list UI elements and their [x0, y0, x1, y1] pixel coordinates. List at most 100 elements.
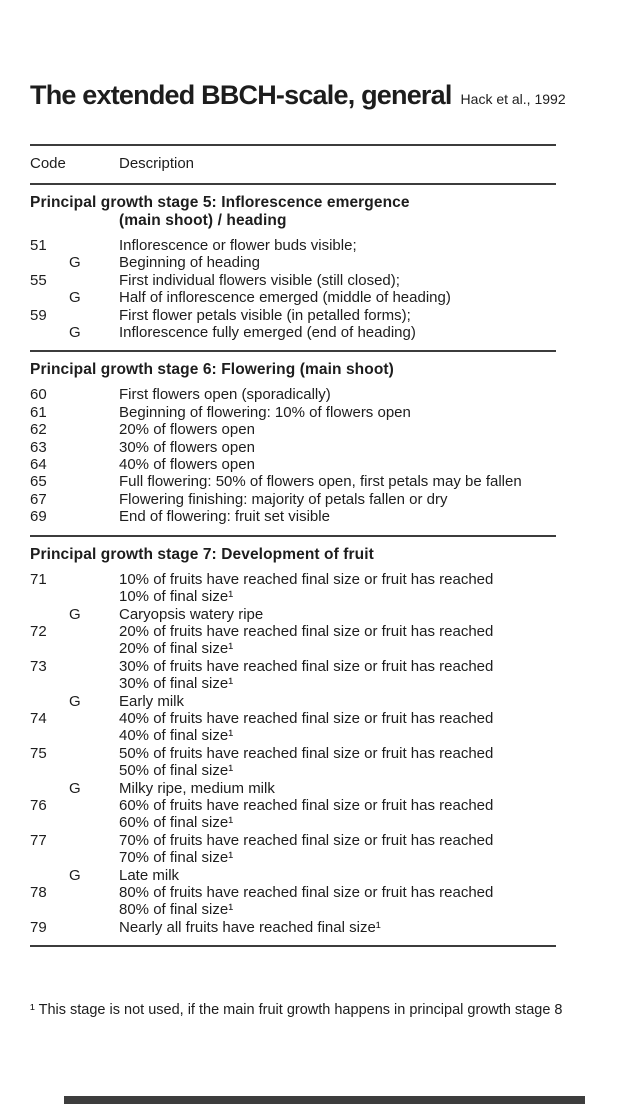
- column-header-description: Description: [119, 155, 195, 172]
- table-sections: Principal growth stage 5: Inflorescence …: [30, 185, 556, 948]
- row-code: 65: [30, 473, 47, 491]
- row-code: 55: [30, 271, 47, 289]
- row-stage-letter: [69, 439, 119, 456]
- row-code: 75: [30, 744, 47, 762]
- row-description: 70% of fruits have reached final size or…: [119, 831, 494, 867]
- row-description: First individual flowers visible (still …: [119, 271, 400, 289]
- row-stage-letter: [69, 386, 119, 403]
- table-row: 79 Nearly all fruits have reached final s…: [30, 919, 556, 936]
- row-code: 79: [30, 918, 47, 936]
- row-description: 40% of flowers open: [119, 456, 255, 474]
- row-code: 64: [30, 456, 47, 474]
- row-description: End of flowering: fruit set visible: [119, 508, 330, 526]
- row-description: Beginning of heading: [119, 254, 260, 272]
- row-stage-letter: [69, 272, 119, 289]
- table-row: 61 Beginning of flowering: 10% of flowers…: [30, 404, 556, 421]
- row-stage-letter: [69, 623, 119, 658]
- row-description: Half of inflorescence emerged (middle of…: [119, 289, 451, 307]
- row-code: [30, 780, 69, 797]
- row-code: 63: [30, 438, 47, 456]
- table-row: G Late milk: [30, 867, 556, 884]
- row-stage-letter: [69, 571, 119, 606]
- row-description: 50% of fruits have reached final size or…: [119, 744, 494, 780]
- row-code: 67: [30, 490, 47, 508]
- row-stage-letter: G: [69, 254, 81, 272]
- row-description: 80% of fruits have reached final size or…: [119, 884, 494, 919]
- table-row: 75 50% of fruits have reached final size …: [30, 745, 556, 780]
- table-row: 74 40% of fruits have reached final size …: [30, 710, 556, 745]
- page-content: The extended BBCH-scale, general Hack et…: [30, 0, 566, 1019]
- row-stage-letter: [69, 307, 119, 324]
- section-heading-line2: (main shoot) / heading: [119, 212, 287, 229]
- table-row: 64 40% of flowers open: [30, 456, 556, 473]
- table-section: Principal growth stage 7: Development of…: [30, 537, 556, 948]
- table-row: 62 20% of flowers open: [30, 421, 556, 438]
- row-description: Beginning of flowering: 10% of flowers o…: [119, 403, 411, 421]
- row-code: 78: [30, 884, 47, 901]
- row-description: Milky ripe, medium milk: [119, 779, 275, 797]
- section-rows: 71 10% of fruits have reached final size …: [30, 571, 556, 937]
- row-description: Inflorescence or flower buds visible;: [119, 237, 357, 254]
- table-row: 72 20% of fruits have reached final size …: [30, 623, 556, 658]
- row-description: Full flowering: 50% of flowers open, fir…: [119, 473, 522, 491]
- row-stage-letter: [69, 710, 119, 745]
- table-row: G Inflorescence fully emerged (end of hea…: [30, 324, 556, 341]
- row-stage-letter: G: [69, 866, 81, 884]
- row-stage-letter: [69, 797, 119, 832]
- row-description: 60% of fruits have reached final size or…: [119, 796, 494, 832]
- row-description: Late milk: [119, 866, 180, 884]
- row-stage-letter: G: [69, 605, 81, 623]
- row-code: [30, 867, 69, 884]
- table-row: 51 Inflorescence or flower buds visible;: [30, 237, 556, 254]
- row-stage-letter: [69, 491, 119, 508]
- row-code: 59: [30, 306, 47, 324]
- table-row: 69 End of flowering: fruit set visible: [30, 508, 556, 525]
- row-code: 61: [30, 403, 47, 421]
- row-stage-letter: [69, 745, 119, 780]
- row-description: 10% of fruits have reached final size or…: [119, 570, 494, 606]
- row-description: 30% of flowers open: [119, 438, 255, 456]
- row-stage-letter: [69, 832, 119, 867]
- row-description: 20% of fruits have reached final size or…: [119, 622, 494, 658]
- row-stage-letter: G: [69, 692, 81, 710]
- table-section: Principal growth stage 6: Flowering (mai…: [30, 352, 556, 537]
- row-code: 71: [30, 570, 47, 588]
- row-description: 40% of fruits have reached final size or…: [119, 709, 494, 745]
- row-code: 73: [30, 657, 47, 675]
- row-description: First flower petals visible (in petalled…: [119, 306, 411, 324]
- row-description: 20% of flowers open: [119, 421, 255, 439]
- column-header-code: Code: [30, 155, 66, 172]
- row-stage-letter: G: [69, 289, 81, 307]
- table-row: 78 80% of fruits have reached final size …: [30, 884, 556, 919]
- row-stage-letter: [69, 919, 119, 936]
- section-rows: 51 Inflorescence or flower buds visible; G…: [30, 237, 556, 341]
- table-row: 76 60% of fruits have reached final size …: [30, 797, 556, 832]
- row-stage-letter: [69, 404, 119, 421]
- table-row: 65 Full flowering: 50% of flowers open, f…: [30, 473, 556, 490]
- row-code: 51: [30, 237, 47, 254]
- row-description: Caryopsis watery ripe: [119, 605, 264, 623]
- table-row: 63 30% of flowers open: [30, 439, 556, 456]
- row-code: [30, 324, 69, 341]
- row-stage-letter: [69, 884, 119, 919]
- section-heading: Principal growth stage 5: Inflorescence …: [30, 194, 410, 211]
- divider-header: [30, 183, 556, 185]
- table-row: G Early milk: [30, 693, 556, 710]
- section-rows: 60 First flowers open (sporadically) 61 Beg…: [30, 386, 556, 525]
- title-row: The extended BBCH-scale, general Hack et…: [30, 80, 566, 110]
- row-code: [30, 693, 69, 710]
- section-heading: Principal growth stage 7: Development of…: [30, 545, 374, 563]
- footnote: ¹ This stage is not used, if the main fr…: [30, 1002, 563, 1019]
- row-code: 69: [30, 508, 47, 526]
- row-description: Inflorescence fully emerged (end of head…: [119, 324, 416, 342]
- row-code: [30, 254, 69, 271]
- row-code: 60: [30, 386, 47, 404]
- table-header-row: Code Description: [30, 146, 556, 183]
- table-row: 60 First flowers open (sporadically): [30, 386, 556, 403]
- row-description: First flowers open (sporadically): [119, 386, 331, 404]
- table-row: G Beginning of heading: [30, 254, 556, 271]
- table-section: Principal growth stage 5: Inflorescence …: [30, 185, 556, 353]
- row-stage-letter: G: [69, 779, 81, 797]
- row-stage-letter: [69, 508, 119, 525]
